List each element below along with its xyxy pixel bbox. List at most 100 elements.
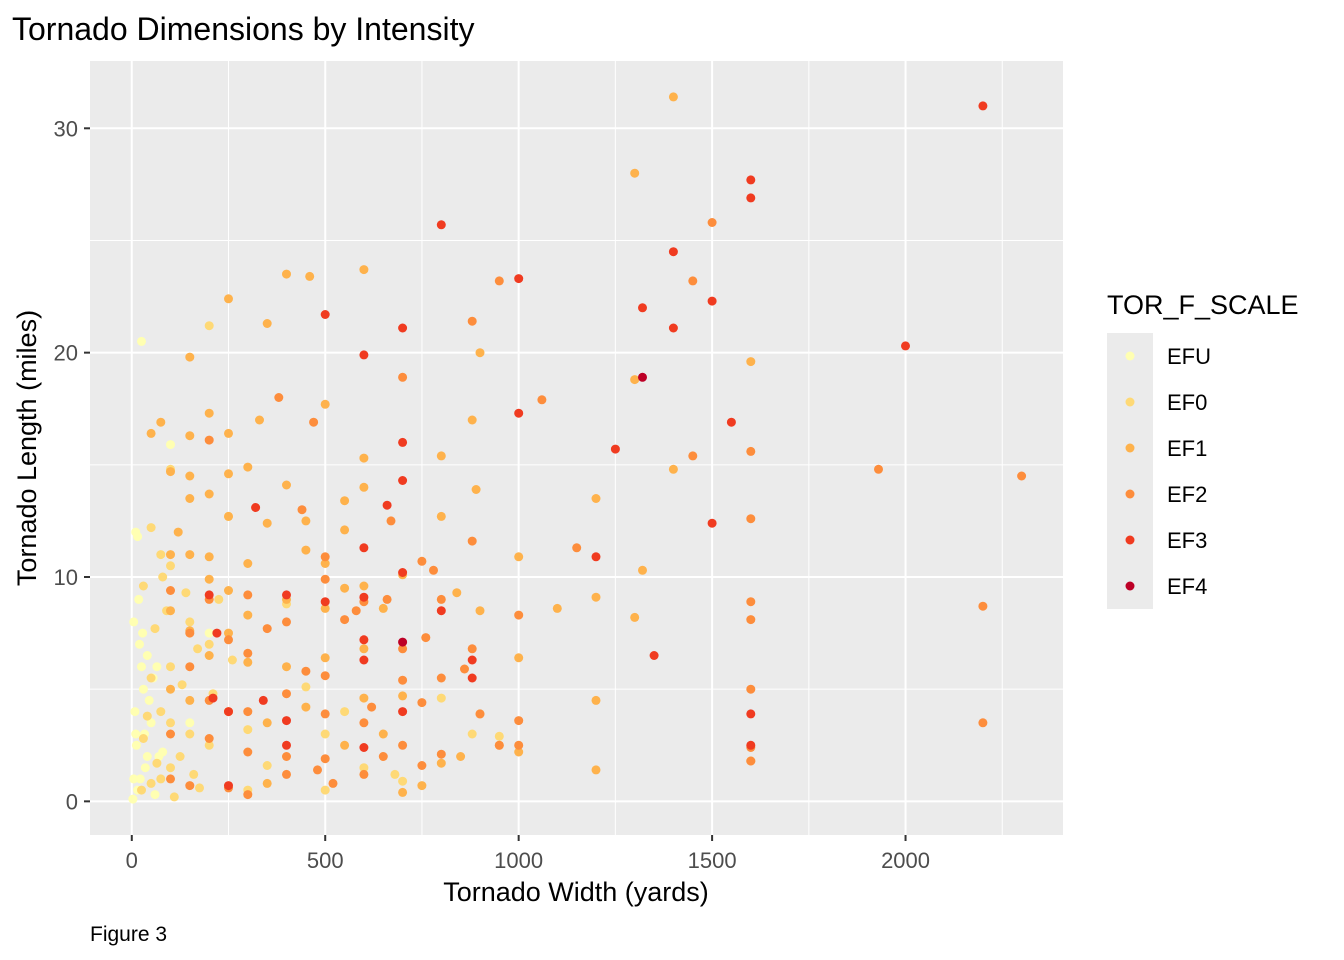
data-point-ef0 (166, 718, 175, 728)
data-point-ef3 (359, 543, 369, 553)
data-point-ef1 (146, 428, 156, 438)
data-point-ef1 (591, 494, 601, 503)
data-point-ef2 (746, 514, 756, 524)
data-point-ef0 (169, 792, 179, 802)
y-axis-ticks: 0 10 20 30 (54, 116, 90, 814)
minor-gridlines (90, 61, 1063, 835)
data-point-ef3 (467, 673, 477, 683)
data-point-efu (128, 794, 138, 804)
data-point-ef1 (224, 294, 233, 304)
data-point-ef0 (320, 729, 330, 739)
data-point-ef1 (243, 462, 253, 472)
y-tick-label: 0 (66, 789, 78, 814)
data-point-ef2 (340, 615, 350, 625)
data-point-ef2 (978, 601, 988, 611)
data-point-ef2 (243, 707, 253, 717)
data-point-ef2 (367, 702, 377, 712)
data-point-ef0 (158, 572, 168, 582)
data-point-ef1 (359, 693, 369, 703)
data-point-efu (131, 729, 141, 739)
data-point-ef3 (746, 175, 756, 185)
data-point-ef4 (638, 372, 647, 382)
data-point-ef1 (436, 511, 446, 521)
data-point-ef1 (166, 684, 175, 694)
data-point-ef2 (320, 552, 330, 562)
data-point-ef1 (514, 747, 524, 757)
data-point-ef2 (282, 689, 291, 699)
data-point-ef1 (668, 464, 678, 474)
data-point-ef2 (382, 594, 392, 604)
data-point-ef0 (193, 644, 203, 654)
x-tick-label: 1000 (494, 848, 543, 873)
data-point-efu (135, 774, 145, 784)
data-point-ef3 (591, 552, 601, 562)
data-point-ef1 (340, 583, 350, 593)
data-point-ef0 (390, 769, 400, 779)
data-point-efu (166, 440, 175, 450)
data-point-ef1 (340, 496, 350, 506)
data-point-ef2 (166, 729, 175, 739)
data-point-ef2 (874, 464, 883, 474)
data-point-ef0 (214, 594, 224, 604)
data-point-ef1 (630, 168, 640, 178)
data-point-ef0 (320, 785, 330, 795)
data-point-ef1 (630, 612, 640, 622)
data-point-ef3 (251, 503, 261, 512)
data-point-ef2 (166, 774, 175, 784)
data-point-ef2 (417, 556, 427, 566)
data-point-ef2 (475, 709, 485, 719)
data-point-ef3 (398, 476, 408, 485)
data-point-ef3 (398, 707, 408, 717)
data-point-ef2 (359, 718, 369, 728)
data-point-ef3 (212, 628, 222, 638)
data-point-ef1 (378, 729, 388, 739)
data-point-ef1 (243, 559, 253, 568)
data-point-efu (204, 628, 214, 638)
data-point-ef1 (204, 408, 214, 418)
data-point-ef3 (638, 303, 647, 313)
data-point-ef3 (398, 437, 408, 447)
data-point-ef3 (204, 590, 214, 600)
data-point-ef2 (398, 740, 408, 750)
data-point-ef3 (707, 296, 717, 306)
data-point-ef0 (146, 673, 156, 683)
chart-title: Tornado Dimensions by Intensity (12, 11, 474, 47)
data-point-ef3 (282, 716, 291, 726)
data-point-ef3 (746, 709, 756, 719)
major-gridlines (90, 61, 1063, 835)
data-point-ef2 (537, 395, 547, 405)
data-point-ef2 (204, 734, 214, 743)
data-point-ef4 (398, 637, 408, 647)
data-point-ef2 (243, 590, 253, 600)
data-point-ef3 (320, 310, 330, 319)
data-point-efu (144, 695, 154, 705)
data-point-ef1 (436, 758, 446, 768)
data-point-ef2 (746, 597, 756, 607)
data-point-efu (137, 662, 146, 672)
data-point-ef2 (746, 615, 756, 625)
legend-key-ef3 (1125, 535, 1135, 545)
data-point-efu (133, 532, 143, 542)
data-point-ef1 (456, 752, 466, 761)
data-point-ef2 (514, 740, 524, 750)
data-point-ef1 (320, 559, 330, 568)
data-point-ef3 (320, 597, 330, 607)
data-point-ef1 (255, 415, 264, 425)
data-point-efu (142, 651, 152, 660)
data-point-ef3 (382, 500, 392, 510)
data-point-ef2 (359, 769, 369, 779)
data-point-ef1 (301, 702, 311, 712)
data-point-ef0 (436, 693, 446, 703)
data-point-ef3 (282, 590, 291, 600)
data-point-efu (158, 747, 168, 757)
data-point-ef1 (320, 603, 330, 613)
data-point-ef3 (726, 417, 736, 427)
legend-label-ef0: EF0 (1167, 390, 1207, 415)
data-point-ef3 (282, 740, 291, 750)
data-point-ef2 (460, 664, 469, 674)
data-point-ef2 (166, 586, 175, 595)
data-point-ef2 (320, 754, 330, 764)
data-point-ef3 (398, 323, 408, 333)
data-point-efu (152, 662, 162, 672)
data-point-ef2 (746, 446, 756, 456)
